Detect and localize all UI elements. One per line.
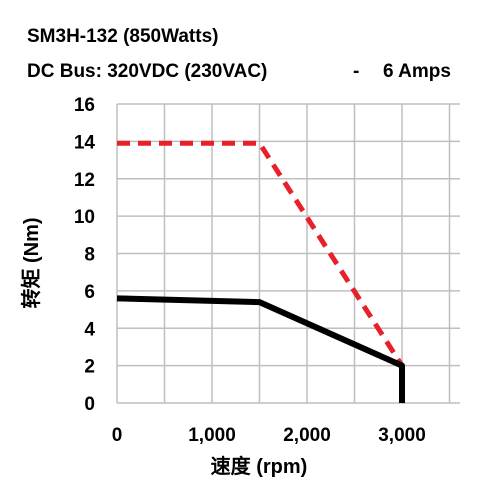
x-axis-label: 速度 (rpm)	[211, 454, 308, 478]
chart-title-line1: SM3H-132 (850Watts)	[27, 26, 218, 47]
y-tick-label-6: 12	[74, 170, 95, 191]
chart-title-line2-separator: -	[353, 61, 359, 82]
chart-title-line2-right: 6 Amps	[383, 61, 451, 82]
continuous-torque-line	[116, 295, 405, 403]
y-axis-label: 转矩 (Nm)	[19, 217, 43, 308]
y-tick-label-7: 14	[74, 132, 96, 153]
y-tick-label-0: 0	[84, 394, 95, 415]
grid	[116, 103, 460, 404]
y-tick-label-3: 6	[84, 282, 95, 303]
y-tick-label-8: 16	[74, 95, 95, 116]
x-tick-label-3: 3,000	[378, 425, 426, 446]
y-tick-labels: 0 2 4 6 8 10 12 14 16	[74, 95, 96, 415]
chart-title-line2-left: DC Bus: 320VDC (230VAC)	[27, 61, 267, 82]
series-lines	[116, 140, 405, 403]
x-tick-label-0: 0	[112, 425, 123, 446]
x-tick-label-1: 1,000	[188, 425, 236, 446]
x-tick-label-2: 2,000	[283, 425, 331, 446]
y-tick-label-5: 10	[74, 207, 95, 228]
y-tick-label-2: 4	[84, 319, 95, 340]
y-tick-label-1: 2	[84, 357, 95, 378]
y-tick-label-4: 8	[84, 245, 95, 266]
peak-torque-line	[117, 140, 405, 367]
x-tick-labels: 0 1,000 2,000 3,000	[112, 425, 426, 446]
